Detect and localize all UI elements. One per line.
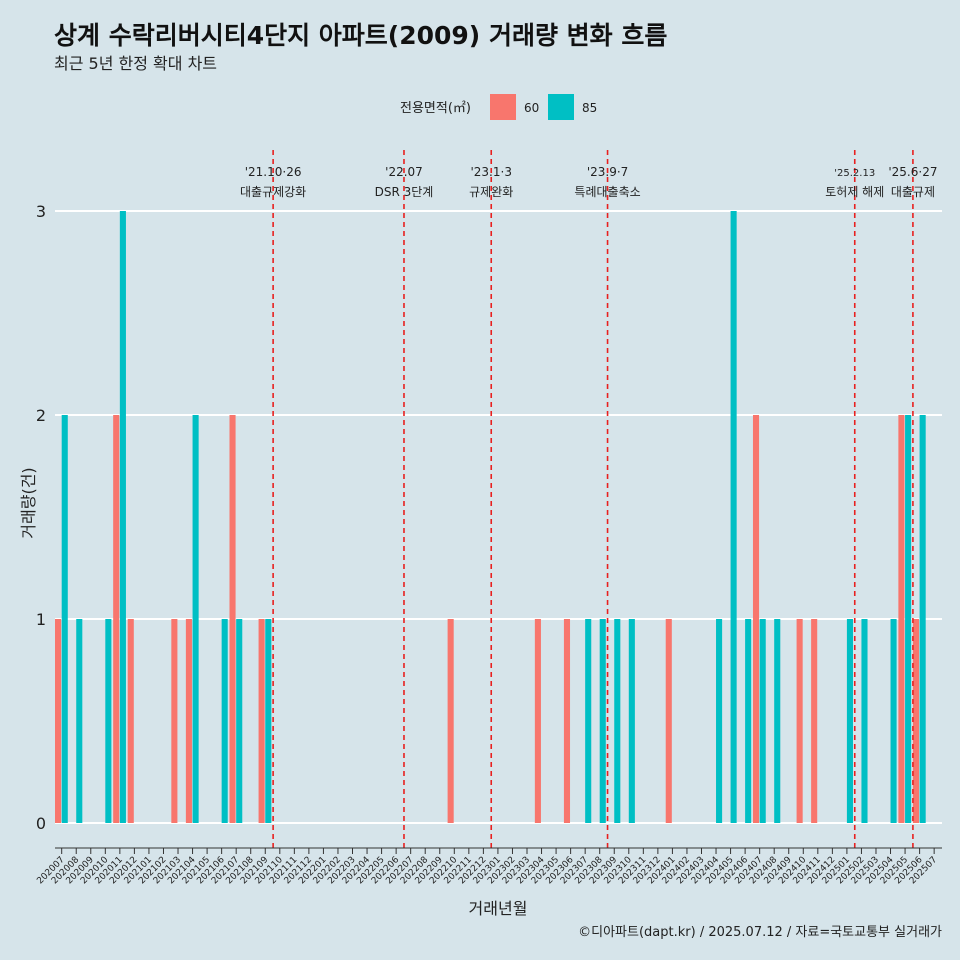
bar-60-202411 <box>811 619 818 823</box>
chart-title: 상계 수락리버시티4단지 아파트(2009) 거래량 변화 흐름 <box>54 21 667 50</box>
bar-60-202407 <box>752 415 760 823</box>
bar-85-202504 <box>890 619 897 823</box>
bar-85-202505 <box>905 415 912 823</box>
bar-85-202104 <box>192 415 199 823</box>
bars <box>55 211 926 823</box>
event-date-label: '21.10·26 <box>245 165 302 179</box>
event-text-label: 규제완화 <box>469 185 513 199</box>
bar-60-202410 <box>796 619 803 823</box>
legend: 전용면적(㎡) 60 85 <box>400 94 597 120</box>
legend-label-60: 60 <box>524 101 539 115</box>
bar-60-202505 <box>898 415 905 823</box>
bar-85-202307 <box>585 619 592 823</box>
bar-85-202502 <box>861 619 868 823</box>
bar-60-202007 <box>55 619 62 823</box>
legend-label-85: 85 <box>582 101 597 115</box>
y-axis-label: 거래량(건) <box>19 467 38 538</box>
event-date-label: '23.1·3 <box>470 165 511 179</box>
x-axis: 2020072020082020092020102020112020122021… <box>35 847 942 886</box>
bar-60-202012 <box>127 619 134 823</box>
bar-60-202401 <box>665 619 672 823</box>
grid <box>55 210 942 824</box>
event-date-label: '25.6·27 <box>888 165 937 179</box>
bar-85-202008 <box>76 619 83 823</box>
event-date-label: '23.9·7 <box>587 165 628 179</box>
bar-60-202103 <box>171 619 178 823</box>
bar-85-202109 <box>265 619 272 823</box>
bar-85-202405 <box>730 211 737 823</box>
bar-85-202408 <box>774 619 781 823</box>
bar-85-202107 <box>236 619 243 823</box>
bar-85-202501 <box>846 619 853 823</box>
bar-60-202306 <box>563 619 571 823</box>
bar-85-202308 <box>599 619 606 823</box>
bar-85-202007 <box>61 415 68 823</box>
bar-85-202010 <box>105 619 112 823</box>
bar-60-202304 <box>534 619 541 823</box>
y-tick-label: 1 <box>36 610 46 629</box>
event-text-label: 특례대출축소 <box>574 185 640 199</box>
bar-85-202011 <box>119 211 126 823</box>
event-text-label: 대출규제강화 <box>240 185 306 199</box>
bar-85-202404 <box>716 619 723 823</box>
bar-85-202406 <box>745 619 752 823</box>
bar-60-202506 <box>912 619 920 823</box>
bar-85-202309 <box>614 619 621 823</box>
event-text-label: 대출규제 <box>891 185 935 199</box>
legend-swatch-85 <box>548 94 574 120</box>
event-date-label: '25.2.13 <box>834 168 875 179</box>
y-tick-label: 2 <box>36 406 46 425</box>
y-tick-label: 3 <box>36 202 46 221</box>
bar-60-202107 <box>229 415 236 823</box>
bar-85-202506 <box>919 415 926 823</box>
bar-60-202109 <box>258 619 265 823</box>
bar-85-202106 <box>221 619 228 823</box>
bar-60-202104 <box>185 619 192 823</box>
legend-swatch-60 <box>490 94 516 120</box>
y-tick-label: 0 <box>36 814 46 833</box>
y-axis: 0 1 2 3 <box>36 202 46 833</box>
event-annotations: '21.10·26 대출규제강화 '22.07 DSR 3단계 '23.1·3 규제완화 '… <box>240 150 937 848</box>
bar-60-202011 <box>113 415 120 823</box>
event-text-label: 토허제 해제 <box>825 185 884 199</box>
event-text-label: DSR 3단계 <box>375 185 434 199</box>
bar-60-202210 <box>447 619 454 823</box>
event-date-label: '22.07 <box>385 165 423 179</box>
bar-85-202310 <box>628 619 635 823</box>
x-axis-label: 거래년월 <box>469 899 528 918</box>
legend-title: 전용면적(㎡) <box>400 101 471 116</box>
caption: ©디아파트(dapt.kr) / 2025.07.12 / 자료=국토교통부 실… <box>578 925 942 940</box>
bar-85-202407 <box>759 619 766 823</box>
chart-subtitle: 최근 5년 한정 확대 차트 <box>54 54 217 73</box>
